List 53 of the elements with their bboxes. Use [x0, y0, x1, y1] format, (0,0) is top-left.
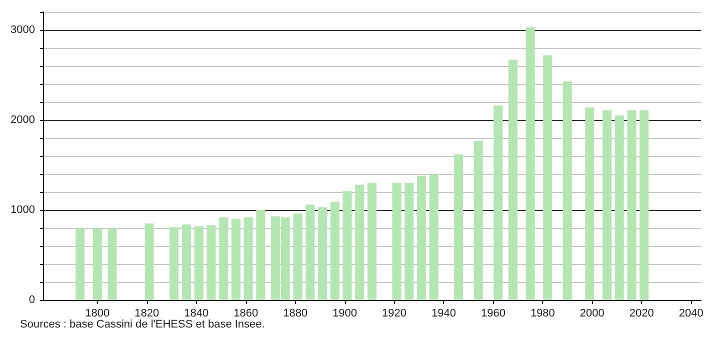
bar	[256, 210, 266, 300]
bar	[585, 107, 594, 300]
x-tick-label: 1840	[184, 308, 209, 320]
bar	[627, 110, 636, 300]
bar	[543, 55, 552, 300]
x-tick-label: 1960	[480, 308, 506, 320]
bar	[474, 140, 483, 300]
bar	[429, 174, 438, 300]
x-tick-label: 1820	[134, 308, 160, 320]
y-tick-label: 0	[28, 294, 35, 306]
bar	[368, 183, 376, 300]
x-tick-label: 1900	[332, 308, 358, 320]
bar	[526, 27, 535, 300]
x-tick-label: 1980	[530, 308, 555, 320]
bar	[640, 110, 649, 300]
x-tick-label: 2020	[629, 308, 654, 320]
bar	[306, 204, 315, 300]
bar	[355, 184, 364, 300]
y-tick-label: 3000	[10, 24, 35, 36]
y-tick-label: 2000	[10, 114, 35, 126]
bar	[231, 219, 240, 300]
bar	[293, 214, 302, 300]
x-tick-label: 2000	[580, 308, 604, 320]
bar	[206, 225, 216, 300]
bar	[342, 191, 352, 300]
bar	[244, 217, 253, 300]
bar	[416, 176, 426, 300]
bar	[194, 226, 204, 300]
bar	[182, 224, 191, 300]
y-tick-label: 1000	[10, 204, 35, 216]
bar	[76, 228, 85, 300]
bar	[454, 154, 464, 300]
bar	[602, 110, 612, 300]
bar	[494, 106, 503, 300]
x-tick-label: 1860	[234, 308, 258, 320]
x-tick-label: 1880	[283, 308, 308, 320]
bar	[614, 116, 624, 300]
bar	[219, 217, 228, 300]
bar	[330, 202, 340, 300]
bar	[392, 183, 402, 300]
x-tick-label: 1920	[382, 308, 407, 320]
bar	[404, 183, 414, 300]
source-note: Sources : base Cassini de l'EHESS et base Insee.	[20, 318, 265, 330]
bar	[144, 224, 154, 300]
bar	[92, 228, 102, 300]
bar	[562, 81, 572, 300]
bar	[508, 60, 518, 300]
x-tick-label: 1940	[431, 308, 456, 320]
x-tick-label: 2040	[678, 308, 704, 320]
bar	[318, 207, 328, 300]
bar	[108, 228, 117, 300]
bar	[170, 227, 179, 300]
x-tick-label: 1800	[85, 308, 110, 320]
